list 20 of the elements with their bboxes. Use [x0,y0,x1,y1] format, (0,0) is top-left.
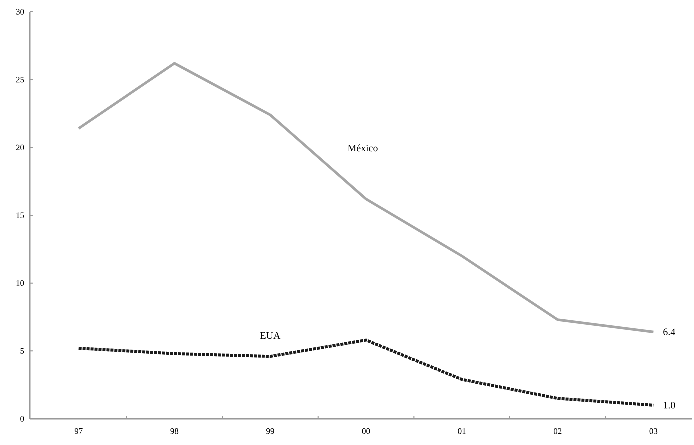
x-tick-label: 98 [170,428,179,434]
y-tick-label: 25 [16,76,24,83]
y-tick-label: 5 [20,348,24,354]
y-tick-label: 15 [16,212,24,218]
y-tick-label: 30 [16,9,24,15]
x-tick-label: 02 [554,428,562,434]
y-tick-label: 10 [16,280,24,286]
line-series [77,338,656,407]
x-tick-label: 97 [74,428,83,434]
y-tick-label: 20 [16,144,24,151]
y-tick-label: 0 [20,416,24,422]
x-tick-label: 99 [266,428,274,434]
line-series [78,62,655,334]
data-label: 1.0 [664,402,676,409]
data-label: 6.4 [664,328,676,336]
x-tick-label: 03 [650,428,658,434]
x-tick-label: 01 [458,428,466,434]
series-label: EUA [260,332,281,340]
x-tick-label: 00 [362,428,370,434]
text: México [348,144,378,152]
